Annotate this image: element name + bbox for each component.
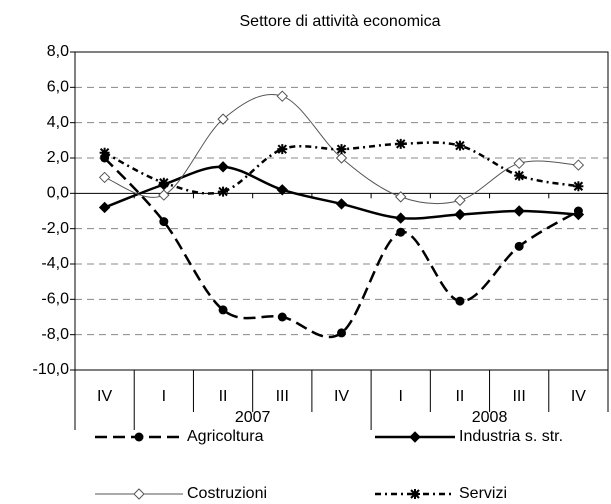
marker xyxy=(98,171,111,184)
marker xyxy=(277,144,288,155)
y-tick-label: 8,0 xyxy=(47,43,69,60)
legend-label: Industria s. str. xyxy=(459,428,563,445)
marker xyxy=(335,198,348,210)
marker xyxy=(455,296,465,306)
marker xyxy=(217,161,229,173)
y-tick-label: 2,0 xyxy=(47,149,69,166)
x-tick-label: I xyxy=(398,388,402,405)
marker xyxy=(395,191,407,203)
legend-marker xyxy=(133,488,145,500)
year-label: 2007 xyxy=(235,409,271,426)
marker xyxy=(395,212,407,224)
series-line xyxy=(104,165,579,220)
y-tick-label: -4,0 xyxy=(41,255,69,272)
y-tick-label: 0,0 xyxy=(47,185,69,202)
x-tick-label: IV xyxy=(334,388,349,405)
marker xyxy=(217,113,229,125)
x-tick-label: IV xyxy=(97,388,112,405)
x-tick-label: II xyxy=(455,388,464,405)
marker xyxy=(395,138,406,149)
marker xyxy=(218,305,228,315)
marker xyxy=(454,194,466,207)
legend-marker xyxy=(409,431,421,443)
marker xyxy=(513,157,525,170)
x-tick-label: I xyxy=(162,388,166,405)
marker xyxy=(276,184,288,196)
marker xyxy=(158,189,170,201)
marker xyxy=(337,328,346,338)
marker xyxy=(276,90,288,102)
y-tick-label: 4,0 xyxy=(47,114,69,131)
marker xyxy=(335,152,348,164)
marker xyxy=(572,208,585,221)
x-tick-label: III xyxy=(276,388,289,405)
marker xyxy=(454,140,465,151)
y-tick-label: -8,0 xyxy=(41,326,69,343)
chart-title: Settore di attività economica xyxy=(240,13,441,30)
series-line xyxy=(103,157,580,339)
y-tick-label: -6,0 xyxy=(41,291,69,308)
marker xyxy=(336,144,347,155)
plot-frame xyxy=(74,51,609,371)
marker xyxy=(396,227,406,237)
legend-label: Agricoltura xyxy=(187,428,264,445)
marker xyxy=(98,201,111,214)
legend-marker xyxy=(134,432,144,442)
marker xyxy=(513,205,525,217)
marker xyxy=(572,159,585,171)
marker xyxy=(277,312,287,322)
legend-marker xyxy=(410,489,420,499)
marker xyxy=(514,170,525,181)
y-tick-label: 6,0 xyxy=(47,79,69,96)
marker xyxy=(158,177,169,188)
marker xyxy=(514,241,524,251)
marker xyxy=(218,186,229,197)
y-tick-label: -10,0 xyxy=(33,361,70,378)
x-tick-label: II xyxy=(219,388,228,405)
marker xyxy=(573,181,584,192)
x-tick-label: IV xyxy=(571,388,586,405)
marker xyxy=(159,217,169,227)
marker xyxy=(99,147,110,158)
x-tick-label: III xyxy=(512,388,525,405)
y-tick-label: -2,0 xyxy=(41,220,69,237)
year-label: 2008 xyxy=(472,409,508,426)
legend-label: Costruzioni xyxy=(187,485,267,502)
legend-label: Servizi xyxy=(459,485,507,502)
marker xyxy=(454,208,466,221)
